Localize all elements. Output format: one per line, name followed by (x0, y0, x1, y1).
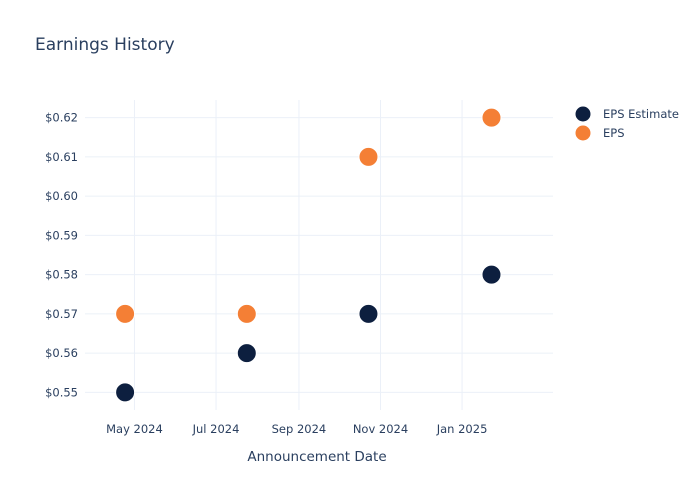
y-tick-label: $0.59 (45, 228, 78, 242)
eps-estimate-point[interactable] (481, 264, 502, 285)
legend-label: EPS (603, 126, 625, 140)
legend-item-eps[interactable]: EPS (574, 124, 625, 142)
y-tick-label: $0.57 (45, 307, 78, 321)
y-axis-ticks: $0.55 $0.56 $0.57 $0.58 $0.59 $0.60 $0.61 $0.62 (45, 111, 78, 400)
x-tick-label: Jul 2024 (192, 422, 240, 436)
y-tick-label: $0.62 (45, 111, 78, 125)
eps-estimate-point[interactable] (115, 382, 136, 403)
y-tick-label: $0.55 (45, 385, 78, 399)
chart-title: Earnings History (35, 35, 175, 55)
grid-lines (85, 100, 553, 410)
legend-item-eps-estimate[interactable]: EPS Estimate (574, 105, 679, 123)
x-axis-title: Announcement Date (247, 449, 386, 465)
eps-point[interactable] (115, 303, 136, 324)
eps-point[interactable] (481, 107, 502, 128)
eps-point[interactable] (358, 146, 379, 167)
x-tick-label: Jan 2025 (436, 422, 488, 436)
legend-marker (574, 105, 592, 123)
y-tick-label: $0.61 (45, 150, 78, 164)
x-axis-ticks: May 2024 Jul 2024 Sep 2024 Nov 2024 Jan 2025 (106, 422, 487, 436)
legend-marker (574, 124, 592, 142)
data-points (115, 107, 502, 403)
x-tick-label: Nov 2024 (353, 422, 408, 436)
x-tick-label: May 2024 (106, 422, 163, 436)
x-tick-label: Sep 2024 (272, 422, 327, 436)
legend-label: EPS Estimate (603, 107, 679, 121)
eps-estimate-point[interactable] (358, 303, 379, 324)
y-tick-label: $0.60 (45, 189, 78, 203)
y-tick-label: $0.58 (45, 268, 78, 282)
y-tick-label: $0.56 (45, 346, 78, 360)
eps-point[interactable] (236, 303, 257, 324)
legend[interactable]: EPS Estimate EPS (574, 105, 679, 142)
eps-estimate-point[interactable] (236, 343, 257, 364)
